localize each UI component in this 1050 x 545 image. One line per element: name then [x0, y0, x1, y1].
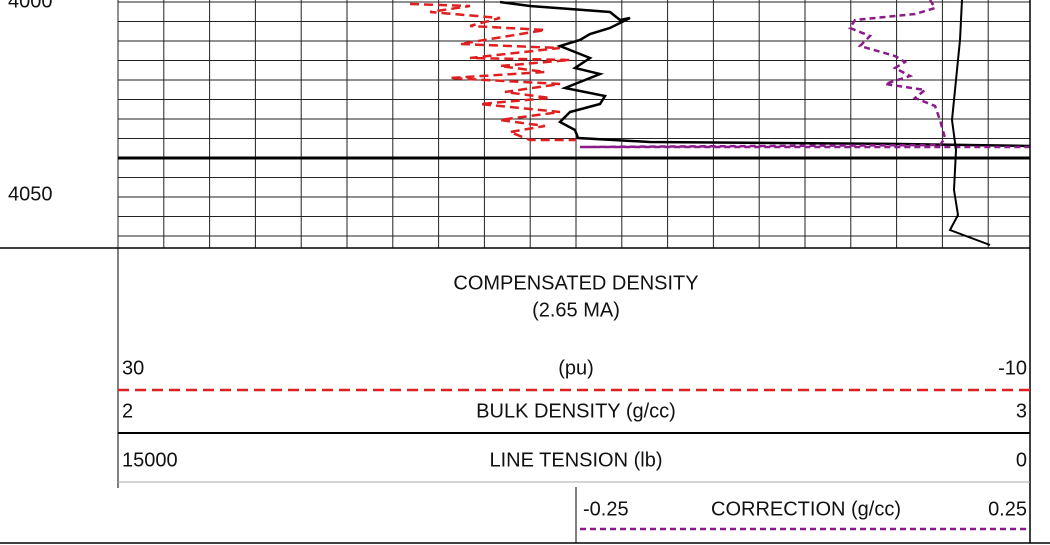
depth-label: 4050	[8, 183, 53, 205]
scale-left: 15000	[122, 449, 178, 471]
correction-curve	[579, 0, 1030, 149]
scale-right: 0	[1016, 449, 1027, 471]
scale-name: BULK DENSITY (g/cc)	[476, 400, 676, 422]
scale-right: 0.25	[988, 498, 1027, 520]
header-title: COMPENSATED DENSITY	[453, 272, 698, 294]
scale-name: LINE TENSION (lb)	[490, 449, 663, 471]
scale-name: CORRECTION (g/cc)	[711, 498, 901, 520]
depth-label: 4000	[8, 0, 53, 12]
line-tension-curve	[948, 0, 991, 246]
bulk-density-curve	[499, 0, 1031, 148]
header-subtitle: (2.65 MA)	[532, 299, 620, 321]
log-grid	[117, 0, 1031, 248]
scale-right: -10	[998, 357, 1027, 379]
scale-left: -0.25	[583, 498, 629, 520]
scale-left: 2	[122, 400, 133, 422]
density-porosity-curve	[409, 2, 576, 142]
scale-right: 3	[1016, 400, 1027, 422]
scale-name: (pu)	[558, 357, 594, 379]
scale-left: 30	[122, 357, 144, 379]
